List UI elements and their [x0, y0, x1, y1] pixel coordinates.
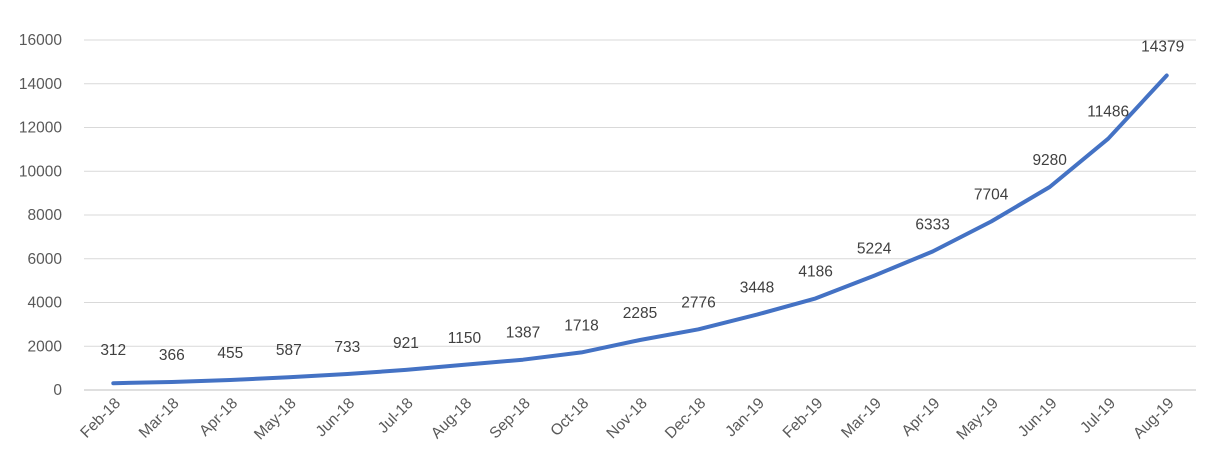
x-tick-label: Sep-18: [486, 395, 533, 442]
data-label: 6333: [915, 216, 949, 233]
data-label: 1150: [448, 330, 482, 347]
data-label: 455: [217, 345, 243, 362]
x-tick-label: Feb-19: [780, 395, 827, 442]
y-tick-label: 16000: [19, 32, 62, 49]
data-label: 2285: [623, 305, 657, 322]
data-label: 366: [159, 347, 185, 364]
series-layer: [111, 73, 1169, 386]
x-tick-label: May-19: [953, 395, 1002, 444]
data-label: 5224: [857, 241, 892, 258]
y-axis-tick-labels: 0 2000 4000 6000 8000 10000 12000 14000 16000: [19, 32, 62, 399]
data-label: 14379: [1141, 38, 1184, 55]
data-label: 3448: [740, 280, 774, 297]
data-label: 4186: [798, 263, 832, 280]
x-tick-label: Aug-19: [1130, 395, 1177, 442]
data-label: 9280: [1032, 152, 1067, 169]
x-tick-label: Aug-18: [428, 395, 475, 442]
y-tick-label: 12000: [19, 120, 62, 137]
data-label: 312: [100, 342, 126, 359]
data-label: 11486: [1087, 104, 1129, 121]
x-tick-label: Apr-19: [899, 395, 944, 440]
y-tick-label: 2000: [28, 338, 63, 355]
y-tick-label: 4000: [28, 295, 63, 312]
y-tick-label: 14000: [19, 76, 62, 93]
x-tick-label: Nov-18: [603, 395, 650, 442]
x-tick-label: Feb-18: [77, 395, 124, 442]
data-label: 2776: [681, 294, 715, 311]
y-tick-label: 10000: [19, 163, 62, 180]
x-tick-label: Jul-18: [375, 395, 417, 437]
x-tick-label: Dec-18: [662, 395, 709, 442]
y-tick-label: 0: [53, 382, 62, 399]
data-label: 587: [276, 342, 302, 359]
x-tick-label: Jan-19: [722, 395, 768, 441]
x-tick-label: Apr-18: [196, 395, 241, 440]
x-tick-label: Mar-18: [136, 395, 183, 442]
data-label: 1718: [564, 317, 598, 334]
series-line: [111, 73, 1169, 386]
x-tick-label: Jun-18: [313, 395, 359, 441]
data-label: 733: [334, 339, 360, 356]
data-label: 7704: [974, 186, 1009, 203]
data-label: 921: [393, 335, 419, 352]
x-tick-label: Jun-19: [1015, 395, 1061, 441]
y-tick-label: 8000: [28, 207, 63, 224]
x-axis-tick-labels: Feb-18 Mar-18 Apr-18 May-18 Jun-18 Jul-18 Aug-…: [77, 395, 1177, 444]
data-labels: 312 366 455 587 733 921 1150 1387 1718 2285 2776 34…: [100, 38, 1184, 364]
data-label: 1387: [506, 325, 540, 342]
x-tick-label: May-18: [251, 395, 300, 444]
gridlines: [84, 39, 1196, 391]
y-tick-label: 6000: [28, 251, 63, 268]
x-tick-label: Jul-19: [1077, 395, 1119, 437]
x-tick-label: Oct-18: [547, 395, 592, 440]
x-tick-label: Mar-19: [838, 395, 885, 442]
